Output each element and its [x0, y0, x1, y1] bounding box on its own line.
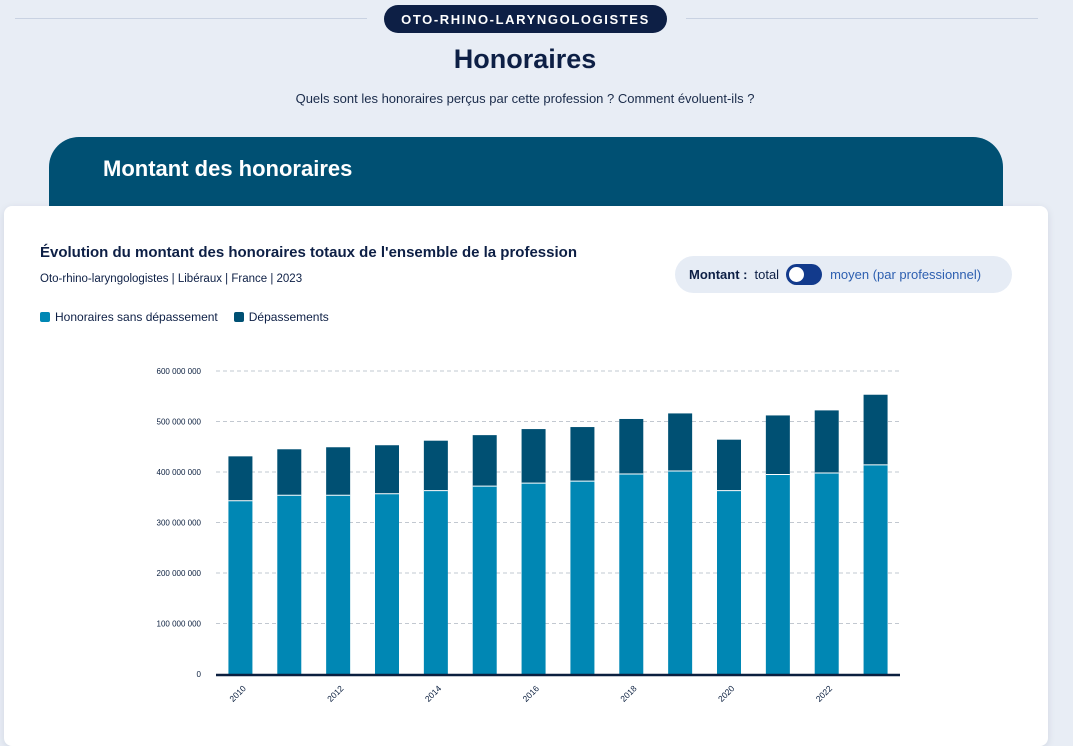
y-tick-label: 400 000 000	[157, 468, 202, 477]
legend-swatch-base	[40, 312, 50, 322]
bar-overrun	[423, 440, 448, 491]
section-title: Montant des honoraires	[103, 156, 353, 181]
bar-base	[668, 470, 693, 674]
bar-overrun	[570, 427, 595, 482]
toggle-total-label[interactable]: total	[754, 267, 780, 282]
toggle-knob	[789, 267, 805, 282]
y-tick-label: 100 000 000	[157, 620, 202, 629]
page-title: Honoraires	[453, 44, 597, 74]
legend-item-base[interactable]: Honoraires sans dépassement	[40, 310, 218, 324]
x-tick-label: 2012	[325, 683, 346, 704]
chart-title: Évolution du montant des honoraires tota…	[40, 244, 577, 261]
header-rule-left	[15, 18, 367, 19]
bar-overrun	[228, 456, 253, 501]
bar-base	[765, 474, 790, 674]
amount-toggle: Montant : total moyen (par professionnel…	[675, 256, 1012, 293]
bar-base	[326, 495, 351, 674]
x-tick-label: 2020	[716, 683, 737, 704]
y-tick-label: 500 000 000	[157, 418, 202, 427]
bar-overrun	[863, 394, 888, 465]
x-tick-label: 2010	[227, 683, 248, 704]
bar-base	[619, 474, 644, 674]
toggle-prefix-label: Montant :	[689, 267, 748, 282]
toggle-switch[interactable]	[786, 264, 823, 285]
bar-base	[277, 495, 302, 674]
bar-base	[472, 486, 497, 674]
bar-overrun	[765, 415, 790, 475]
x-tick-label: 2018	[618, 683, 639, 704]
legend-label-overrun: Dépassements	[248, 310, 329, 324]
x-tick-label: 2014	[423, 683, 444, 704]
bar-overrun	[521, 429, 546, 484]
y-tick-label: 600 000 000	[157, 367, 202, 376]
bar-overrun	[326, 447, 351, 496]
bar-overrun	[717, 439, 741, 491]
bar-base	[375, 493, 399, 674]
x-tick-label: 2016	[521, 683, 542, 704]
bar-overrun	[814, 410, 839, 474]
bar-overrun	[619, 418, 644, 475]
legend-item-overrun[interactable]: Dépassements	[233, 310, 329, 324]
header-rule-right	[686, 18, 1038, 19]
chart-subtitle: Oto-rhino-laryngologistes | Libéraux | F…	[40, 273, 303, 285]
profession-badge: OTO-RHINO-LARYNGOLOGISTES	[384, 5, 667, 33]
bar-overrun	[472, 435, 497, 487]
bar-base	[863, 464, 888, 674]
y-tick-label: 0	[197, 670, 202, 679]
stacked-bar-chart: 0 100 000 000 200 000 000 300 000 000 400 00…	[157, 367, 900, 704]
chart-legend: Honoraires sans dépassement Dépassements	[40, 310, 345, 324]
bar-base	[423, 490, 448, 674]
bar-overrun	[375, 445, 399, 494]
toggle-average-label[interactable]: moyen (par professionnel)	[830, 267, 982, 282]
y-tick-label: 200 000 000	[157, 569, 202, 578]
bar-base	[814, 473, 839, 674]
bar-base	[521, 483, 546, 674]
x-tick-label: 2022	[814, 683, 835, 704]
bar-overrun	[668, 413, 693, 471]
y-tick-label: 300 000 000	[157, 519, 202, 528]
bar-base	[717, 490, 741, 674]
legend-swatch-overrun	[233, 312, 244, 322]
legend-label-base: Honoraires sans dépassement	[55, 310, 218, 324]
bar-base	[570, 481, 595, 674]
chart-card: Évolution du montant des honoraires tota…	[4, 206, 1048, 746]
bar-overrun	[277, 449, 302, 496]
page-subtitle: Quels sont les honoraires perçus par cet…	[295, 91, 755, 106]
bar-base	[228, 500, 253, 674]
